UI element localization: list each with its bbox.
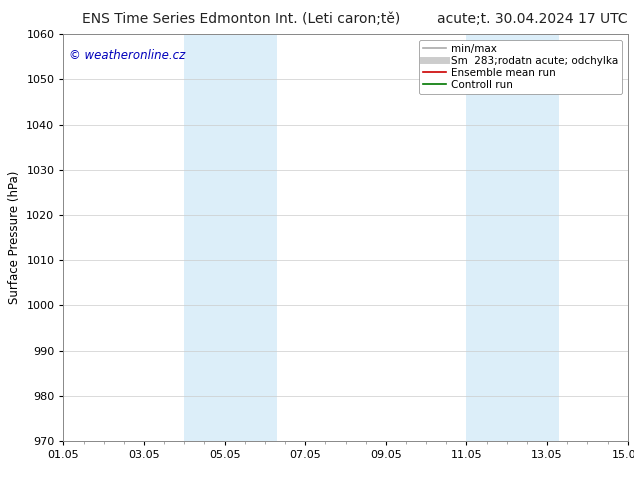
Legend: min/max, Sm  283;rodatn acute; odchylka, Ensemble mean run, Controll run: min/max, Sm 283;rodatn acute; odchylka, … [418,40,623,94]
Y-axis label: Surface Pressure (hPa): Surface Pressure (hPa) [8,171,21,304]
Text: ENS Time Series Edmonton Int. (Leti caron;tě): ENS Time Series Edmonton Int. (Leti caro… [82,12,401,26]
Text: acute;t. 30.04.2024 17 UTC: acute;t. 30.04.2024 17 UTC [437,12,628,26]
Text: © weatheronline.cz: © weatheronline.cz [69,49,185,62]
Bar [467,34,559,441]
Bar [184,34,277,441]
